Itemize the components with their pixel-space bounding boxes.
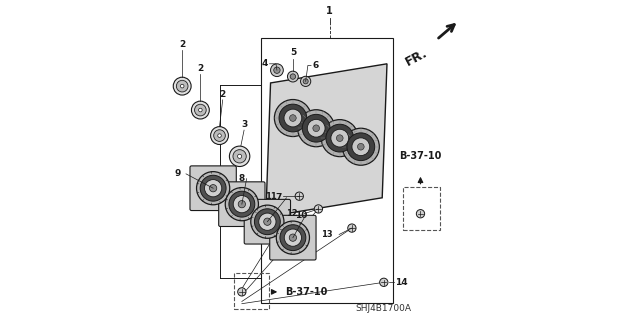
Text: 8: 8 <box>239 174 245 183</box>
Circle shape <box>313 125 319 131</box>
Circle shape <box>209 185 217 192</box>
Circle shape <box>417 210 424 218</box>
Circle shape <box>337 135 343 141</box>
Text: 2: 2 <box>179 41 186 49</box>
Circle shape <box>198 108 202 112</box>
FancyBboxPatch shape <box>219 182 265 226</box>
Circle shape <box>303 79 308 84</box>
Text: 11: 11 <box>265 192 277 201</box>
Text: 14: 14 <box>395 278 408 287</box>
Bar <box>234 273 269 309</box>
Circle shape <box>274 67 280 73</box>
Circle shape <box>251 205 284 238</box>
Circle shape <box>264 218 271 225</box>
Circle shape <box>177 80 188 92</box>
Circle shape <box>302 115 330 142</box>
Circle shape <box>284 109 302 127</box>
Circle shape <box>276 221 310 254</box>
Circle shape <box>358 144 364 150</box>
Circle shape <box>380 278 388 286</box>
Circle shape <box>195 104 206 116</box>
Circle shape <box>271 64 284 77</box>
Polygon shape <box>266 64 387 217</box>
Circle shape <box>180 84 184 88</box>
Circle shape <box>214 130 225 141</box>
Circle shape <box>352 138 370 156</box>
Circle shape <box>211 127 228 145</box>
Text: 9: 9 <box>175 169 181 178</box>
Circle shape <box>233 196 250 213</box>
Circle shape <box>255 209 280 235</box>
Text: B-37-10: B-37-10 <box>399 151 442 161</box>
Circle shape <box>321 120 358 157</box>
Circle shape <box>229 191 255 217</box>
Circle shape <box>295 192 303 200</box>
Circle shape <box>331 129 349 147</box>
Circle shape <box>280 225 306 251</box>
Text: SHJ4B1700A: SHJ4B1700A <box>356 304 412 313</box>
FancyBboxPatch shape <box>244 199 291 244</box>
Text: 13: 13 <box>321 230 333 239</box>
Circle shape <box>218 134 221 137</box>
Circle shape <box>237 288 246 296</box>
Circle shape <box>229 146 250 167</box>
Circle shape <box>342 128 380 165</box>
Circle shape <box>279 104 307 132</box>
FancyBboxPatch shape <box>269 215 316 260</box>
Text: 3: 3 <box>241 120 247 129</box>
Bar <box>261 38 394 303</box>
Text: 5: 5 <box>290 48 296 57</box>
Circle shape <box>287 71 298 82</box>
Circle shape <box>284 229 301 246</box>
Circle shape <box>301 76 311 86</box>
Circle shape <box>238 201 246 208</box>
Text: 2: 2 <box>197 64 204 73</box>
Circle shape <box>205 180 222 197</box>
Circle shape <box>191 101 209 119</box>
Text: B-37-10: B-37-10 <box>285 287 327 297</box>
FancyBboxPatch shape <box>190 166 236 211</box>
Text: 2: 2 <box>220 90 226 99</box>
Text: 10: 10 <box>294 211 307 220</box>
Text: 7: 7 <box>275 193 282 202</box>
Circle shape <box>298 110 335 147</box>
Text: FR.: FR. <box>404 46 430 69</box>
Circle shape <box>173 77 191 95</box>
Circle shape <box>196 172 230 205</box>
Text: 12: 12 <box>286 209 298 218</box>
Circle shape <box>237 154 242 158</box>
Circle shape <box>314 205 323 213</box>
Text: 4: 4 <box>262 59 268 68</box>
Bar <box>403 187 440 230</box>
Circle shape <box>233 150 246 163</box>
Circle shape <box>259 213 276 230</box>
Circle shape <box>275 100 312 137</box>
Text: 6: 6 <box>312 61 318 70</box>
Circle shape <box>289 234 296 241</box>
Text: 1: 1 <box>326 6 333 16</box>
Circle shape <box>289 115 296 121</box>
Circle shape <box>348 224 356 232</box>
Circle shape <box>225 188 259 221</box>
Circle shape <box>200 175 226 201</box>
Circle shape <box>307 119 325 137</box>
Circle shape <box>347 133 374 160</box>
Circle shape <box>290 74 296 79</box>
Circle shape <box>326 124 354 152</box>
